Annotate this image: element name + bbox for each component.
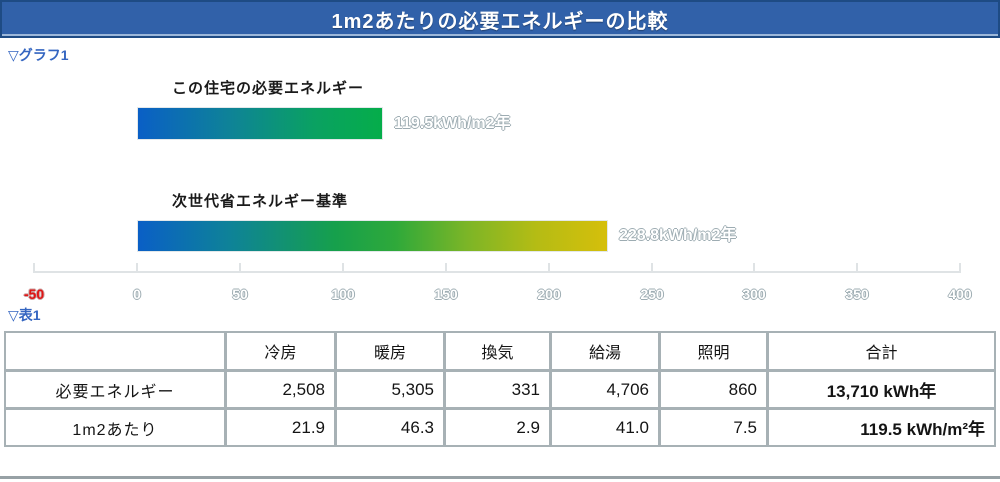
row2-label: 1m2あたり bbox=[6, 410, 224, 445]
header-cooling: 冷房 bbox=[227, 333, 334, 369]
row1-lighting: 860 bbox=[661, 372, 766, 407]
header-hot-water: 給湯 bbox=[552, 333, 658, 369]
axis-tick bbox=[239, 263, 241, 272]
bar-this-house bbox=[137, 107, 383, 140]
bar2-label: 次世代省エネルギー基準 bbox=[172, 193, 349, 210]
axis-tick bbox=[342, 263, 344, 272]
header-ventilation: 換気 bbox=[446, 333, 549, 369]
row2-lighting: 7.5 bbox=[661, 410, 766, 445]
axis-tick bbox=[651, 263, 653, 272]
row1-heating: 5,305 bbox=[337, 372, 443, 407]
bottom-rule bbox=[0, 476, 1000, 479]
axis-tick bbox=[856, 263, 858, 272]
header-lighting: 照明 bbox=[661, 333, 766, 369]
row1-cooling: 2,508 bbox=[227, 372, 334, 407]
header-heating: 暖房 bbox=[337, 333, 443, 369]
row1-label: 必要エネルギー bbox=[6, 372, 224, 407]
axis-tick-label: 300 bbox=[742, 286, 766, 302]
axis-tick-label: -50 bbox=[23, 286, 45, 302]
row1-ventilation: 331 bbox=[446, 372, 549, 407]
axis-tick-label: 350 bbox=[845, 286, 869, 302]
bar1-value: 119.5kWh/m2年 bbox=[394, 115, 511, 132]
axis-tick bbox=[959, 263, 961, 272]
table-section-toggle[interactable]: ▽表1 bbox=[8, 307, 41, 323]
axis-tick-label: 400 bbox=[948, 286, 972, 302]
title-bar: 1m2あたりの必要エネルギーの比較 bbox=[0, 0, 1000, 38]
axis-tick bbox=[33, 263, 35, 272]
row2-ventilation: 2.9 bbox=[446, 410, 549, 445]
row1-hot-water: 4,706 bbox=[552, 372, 658, 407]
header-total: 合計 bbox=[769, 333, 994, 369]
axis-tick bbox=[753, 263, 755, 272]
bar1-label: この住宅の必要エネルギー bbox=[172, 80, 365, 97]
row2-hot-water: 41.0 bbox=[552, 410, 658, 445]
bar2-value: 228.8kWh/m2年 bbox=[619, 227, 737, 244]
bar-next-gen-standard bbox=[137, 220, 608, 252]
row2-total: 119.5 kWh/m²年 bbox=[769, 410, 994, 445]
axis-tick bbox=[445, 263, 447, 272]
row2-cooling: 21.9 bbox=[227, 410, 334, 445]
energy-table: 冷房 暖房 換気 給湯 照明 合計 必要エネルギー 2,508 5,305 33… bbox=[4, 331, 996, 447]
axis-tick-label: 200 bbox=[537, 286, 561, 302]
axis-tick bbox=[548, 263, 550, 272]
row1-total: 13,710 kWh年 bbox=[769, 372, 994, 407]
axis-line bbox=[33, 271, 961, 273]
header-empty bbox=[6, 333, 224, 369]
axis-tick-label: 250 bbox=[640, 286, 664, 302]
row2-heating: 46.3 bbox=[337, 410, 443, 445]
axis-tick-label: 50 bbox=[232, 286, 248, 302]
axis-tick bbox=[136, 263, 138, 272]
axis-tick-label: 100 bbox=[331, 286, 355, 302]
graph-section-toggle[interactable]: ▽グラフ1 bbox=[8, 47, 69, 63]
axis-tick-label: 0 bbox=[133, 286, 141, 302]
page-title: 1m2あたりの必要エネルギーの比較 bbox=[331, 10, 669, 33]
axis-tick-label: 150 bbox=[434, 286, 458, 302]
